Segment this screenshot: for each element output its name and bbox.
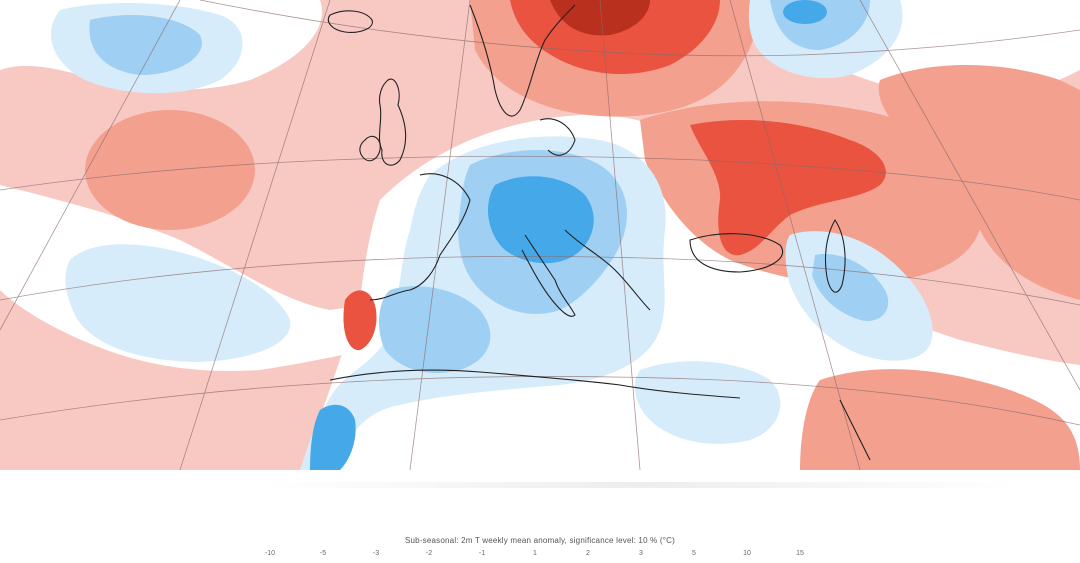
legend-tick: 3: [639, 550, 643, 557]
legend-tick: 5: [692, 550, 696, 557]
coastline-iceland: [327, 10, 373, 33]
graticule-meridian: [599, 0, 641, 470]
legend-tick: -5: [319, 550, 327, 557]
legend-tick: 15: [796, 550, 804, 557]
coastline-baltic: [539, 118, 576, 156]
cold-anomaly-greenland-core: [89, 15, 202, 75]
coastline-black-sea: [689, 233, 783, 273]
legend-caption: Sub-seasonal: 2m T weekly mean anomaly, …: [404, 536, 675, 545]
legend-colorbar-faint: [260, 482, 1020, 488]
graticule-parallel: [0, 256, 1080, 306]
graticule-parallel: [0, 155, 1080, 201]
graticule-meridian: [179, 0, 331, 470]
graticule-meridian: [729, 0, 861, 470]
legend-tick: 1: [533, 550, 537, 557]
graticule-parallel: [0, 376, 1080, 426]
graticule-meridian: [0, 0, 181, 331]
cold-anomaly-north-africa: [634, 361, 781, 444]
cold-anomaly-middle-east-core: [812, 254, 889, 321]
warm-anomaly-far-east: [878, 65, 1080, 300]
legend-tick: -1: [478, 550, 486, 557]
graticule-meridian: [409, 0, 471, 470]
legend-tick: -3: [372, 550, 380, 557]
legend-ticks: -10 -5 -3 -2 -1 1 2 3 5 10 15: [0, 550, 1080, 560]
graticule-meridian: [859, 0, 1080, 391]
cold-anomaly-africa-west: [310, 404, 356, 470]
graticule-parallel: [199, 0, 1080, 57]
coastline-british-isles: [378, 78, 407, 166]
warm-anomaly-africa-east: [800, 369, 1080, 470]
coastline-balkans: [564, 229, 651, 311]
cold-anomaly-arctic-east-spot: [783, 0, 827, 24]
warm-anomaly-iberia: [343, 290, 377, 351]
legend-tick: 10: [743, 550, 751, 557]
coastline-italy: [521, 234, 576, 317]
cold-anomaly-atlantic: [65, 244, 291, 362]
legend-tick: -2: [425, 550, 433, 557]
coastline-ireland: [359, 135, 381, 162]
legend-area: Sub-seasonal: 2m T weekly mean anomaly, …: [0, 470, 1080, 563]
warm-anomaly-scandinavia-core: [550, 0, 650, 36]
coastline-caspian: [824, 219, 846, 293]
coastline-scandinavia: [469, 4, 576, 117]
coastline-red-sea: [839, 399, 871, 461]
legend-tick: 2: [586, 550, 590, 557]
cold-anomaly-europe-core: [487, 176, 594, 264]
legend-tick: -10: [264, 550, 276, 557]
graticule: [0, 0, 1080, 470]
coastline-western-europe: [369, 173, 471, 301]
warm-anomaly-russia-strong: [690, 120, 886, 256]
coastline-north-africa: [329, 369, 741, 399]
cold-anomaly-mediterranean: [378, 286, 491, 374]
coastlines: [327, 4, 871, 461]
temperature-anomaly-map: [0, 0, 1080, 470]
